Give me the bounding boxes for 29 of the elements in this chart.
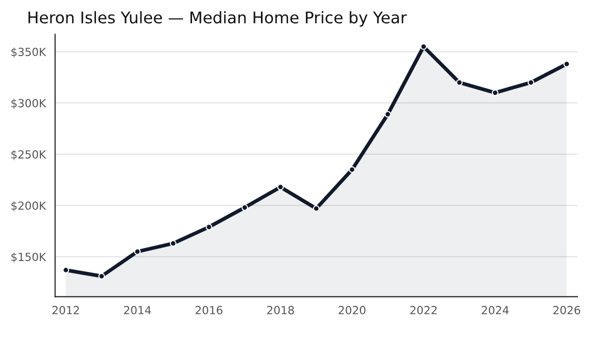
y-tick-label: $200K: [11, 201, 46, 212]
point: [384, 110, 392, 118]
x-tick-label: 2018: [267, 306, 294, 314]
point: [134, 248, 141, 255]
x-tick-label: 2014: [124, 306, 151, 314]
x-tick-label: 2016: [196, 306, 222, 314]
point: [206, 224, 212, 230]
x-tick-label: 2020: [338, 306, 366, 314]
point: [456, 79, 463, 86]
point: [62, 266, 70, 274]
point: [312, 205, 320, 212]
point: [492, 89, 498, 96]
point: [241, 204, 248, 211]
point: [170, 240, 176, 247]
x-tick-label: 2012: [52, 306, 79, 314]
x-tick-label: 2022: [410, 306, 437, 314]
point: [528, 79, 534, 86]
x-tick-label: 2024: [482, 306, 509, 314]
y-tick-label: $150K: [11, 252, 46, 263]
point: [563, 60, 570, 68]
y-tick-label: $350K: [11, 48, 46, 58]
point: [98, 272, 105, 280]
y-tick-label: $250K: [11, 150, 46, 160]
y-tick-label: $300K: [11, 98, 46, 109]
point: [277, 184, 284, 190]
point: [348, 166, 356, 173]
chart-title: Heron Isles Yulee — Median Home Price by Year: [28, 11, 407, 27]
x-tick-label: 2026: [553, 306, 580, 314]
point: [420, 43, 427, 50]
